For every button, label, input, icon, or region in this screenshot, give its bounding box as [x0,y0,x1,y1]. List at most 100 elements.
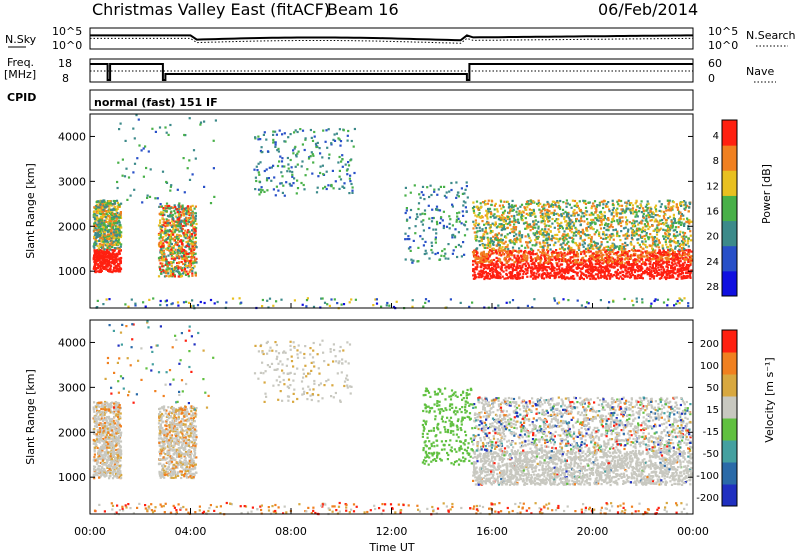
heatmap-cell [352,186,354,188]
heatmap-cell [554,256,556,258]
heatmap-cell [168,244,170,246]
heatmap-cell [524,207,526,209]
heatmap-cell [258,174,260,176]
heatmap-cell [499,226,501,228]
nsky-label: N.Sky [5,33,37,46]
heatmap-cell [597,216,599,218]
heatmap-cell [169,239,171,241]
heatmap-cell [172,218,174,220]
heatmap-cell [194,272,196,274]
heatmap-cell [647,207,649,209]
heatmap-cell [485,267,487,269]
heatmap-cell [615,275,617,277]
heatmap-cell [520,255,522,257]
heatmap-cell [295,166,297,168]
heatmap-cell [476,252,478,254]
heatmap-cell [120,203,122,205]
heatmap-cell [667,246,669,248]
heatmap-cell [600,219,602,221]
heatmap-cell [111,246,113,248]
heatmap-cell [103,263,105,265]
heatmap-cell [578,207,580,209]
heatmap-cell [663,211,665,213]
heatmap-cell [189,260,191,262]
heatmap-cell [104,235,106,237]
heatmap-cell [553,269,555,271]
heatmap-cell [686,264,688,266]
heatmap-cell [679,212,681,214]
heatmap-cell [604,251,606,253]
heatmap-cell [569,204,571,206]
heatmap-cell [653,275,655,277]
heatmap-cell [167,230,169,232]
heatmap-cell [619,220,621,222]
heatmap-cell [118,239,120,241]
heatmap-cell [473,251,475,253]
heatmap-cell [644,251,646,253]
heatmap-cell [117,226,119,228]
heatmap-cell [688,210,690,212]
heatmap-cell [160,273,162,275]
heatmap-cell [159,268,161,270]
heatmap-cell [511,259,513,261]
heatmap-cell [101,219,103,221]
heatmap-cell [194,241,196,243]
heatmap-cell [96,260,98,262]
heatmap-cell [560,264,562,266]
heatmap-cell [96,216,98,218]
heatmap-cell [491,200,493,202]
heatmap-cell [521,234,523,236]
heatmap-cell [576,218,578,220]
heatmap-cell [185,237,187,239]
heatmap-cell [161,217,163,219]
heatmap-cell [668,233,670,235]
heatmap-cell [531,273,533,275]
heatmap-cell [93,243,95,245]
nave-label: Nave [746,65,774,78]
heatmap-cell [106,243,108,245]
heatmap-cell [526,244,528,246]
heatmap-cell [653,277,655,279]
heatmap-cell [572,214,574,216]
heatmap-cell [522,219,524,221]
heatmap-cell [101,203,103,205]
heatmap-cell [502,216,504,218]
heatmap-cell [544,245,546,247]
heatmap-cell [595,211,597,213]
heatmap-cell [502,276,504,278]
heatmap-cell [676,203,678,205]
heatmap-cell [486,247,488,249]
heatmap-cell [550,238,552,240]
heatmap-cell [118,268,120,270]
heatmap-cell [595,273,597,275]
heatmap-cell [609,264,611,266]
heatmap-cell [489,264,491,266]
heatmap-cell [597,243,599,245]
heatmap-cell [583,215,585,217]
heatmap-cell [666,277,668,279]
heatmap-cell [194,212,196,214]
heatmap-cell [655,210,657,212]
heatmap-cell [539,265,541,267]
heatmap-cell [499,276,501,278]
heatmap-cell [630,242,632,244]
heatmap-cell [110,209,112,211]
heatmap-cell [647,257,649,259]
heatmap-cell [620,276,622,278]
heatmap-cell [557,271,559,273]
heatmap-cell [633,254,635,256]
heatmap-cell [558,206,560,208]
heatmap-cell [647,228,649,230]
heatmap-cell [97,263,99,265]
heatmap-cell [93,206,95,208]
heatmap-cell [547,252,549,254]
heatmap-cell [572,260,574,262]
heatmap-cell [108,253,110,255]
heatmap-cell [163,253,165,255]
heatmap-cell [511,240,513,242]
heatmap-cell [597,255,599,257]
heatmap-cell [119,216,121,218]
heatmap-cell [625,216,627,218]
heatmap-cell [556,263,558,265]
heatmap-cell [551,255,553,257]
